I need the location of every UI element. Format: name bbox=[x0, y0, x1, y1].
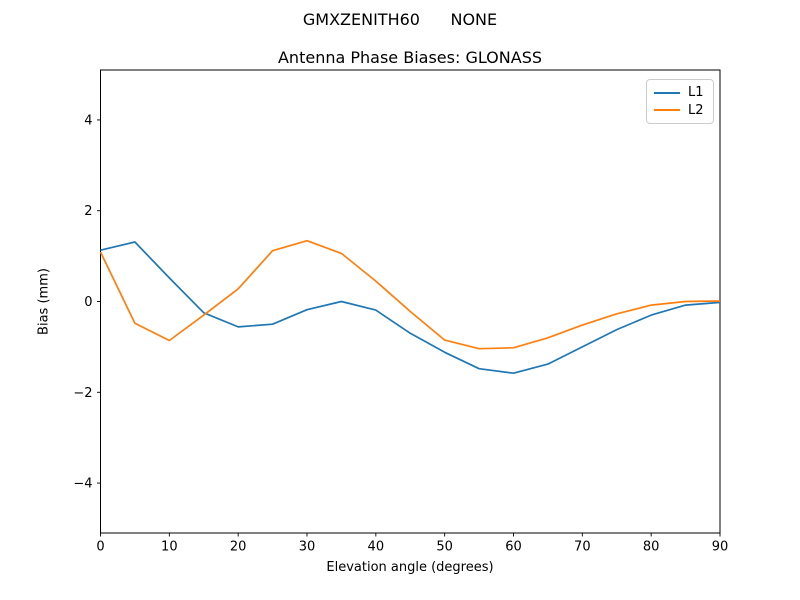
legend-line-l2-icon bbox=[654, 109, 680, 112]
x-tick-label: 30 bbox=[299, 540, 316, 555]
x-tick-label: 90 bbox=[712, 540, 729, 555]
x-tick-label: 80 bbox=[643, 540, 660, 555]
y-axis-label: Bias (mm) bbox=[36, 268, 52, 335]
y-tick-label: 0 bbox=[84, 295, 92, 310]
x-tick-label: 20 bbox=[230, 540, 247, 555]
series-line-L2 bbox=[99, 239, 721, 350]
y-tick-label: 4 bbox=[84, 113, 92, 128]
x-tick-label: 60 bbox=[505, 540, 522, 555]
figure-suptitle: GMXZENITH60 NONE bbox=[302, 10, 498, 29]
x-tick-label: 10 bbox=[161, 540, 178, 555]
legend-item-l1: L1 bbox=[654, 86, 706, 99]
y-tick-label: −4 bbox=[73, 477, 92, 492]
legend-label-l1: L1 bbox=[688, 85, 704, 101]
legend: L1 L2 bbox=[646, 79, 714, 124]
x-tick-label: 40 bbox=[368, 540, 385, 555]
x-tick-label: 50 bbox=[436, 540, 453, 555]
legend-label-l2: L2 bbox=[688, 102, 704, 118]
axes-title: Antenna Phase Biases: GLONASS bbox=[277, 48, 542, 67]
y-tick-label: 2 bbox=[84, 204, 92, 219]
legend-line-l1-icon bbox=[654, 91, 680, 94]
legend-item-l2: L2 bbox=[654, 104, 706, 117]
x-axis-label: Elevation angle (degrees) bbox=[326, 560, 494, 575]
y-tick-label: −2 bbox=[73, 386, 92, 401]
series-line-L1 bbox=[100, 241, 721, 375]
x-tick-label: 70 bbox=[574, 540, 591, 555]
x-tick-label: 0 bbox=[96, 540, 104, 555]
